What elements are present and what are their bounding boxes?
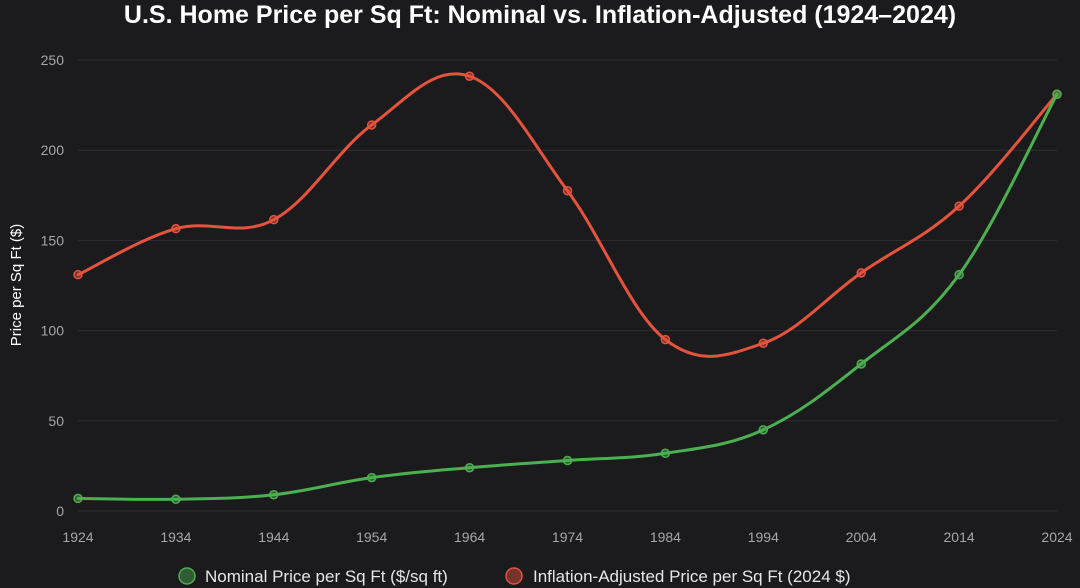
y-tick-label: 100 [41, 323, 65, 339]
data-point[interactable] [660, 334, 671, 345]
data-point[interactable] [856, 359, 866, 369]
legend-label: Nominal Price per Sq Ft ($/sq ft) [205, 567, 448, 586]
data-point[interactable] [171, 223, 181, 234]
x-tick-label: 1994 [748, 529, 779, 545]
y-tick-label: 0 [56, 503, 64, 519]
y-tick-label: 50 [48, 413, 64, 429]
y-axis-tick-labels: 0 50 100 150 200 250 [41, 52, 65, 519]
x-tick-label: 1934 [160, 529, 191, 545]
data-point[interactable] [856, 268, 866, 278]
data-point[interactable] [1052, 89, 1062, 100]
data-point[interactable] [954, 201, 964, 211]
x-tick-label: 2024 [1041, 529, 1072, 545]
series-lines [73, 71, 1062, 505]
x-tick-label: 1964 [454, 529, 485, 545]
legend-item-nominal[interactable]: Nominal Price per Sq Ft ($/sq ft) [178, 567, 448, 586]
y-tick-label: 200 [41, 142, 65, 158]
series-line [76, 92, 1059, 501]
data-point[interactable] [758, 425, 769, 435]
data-point[interactable] [660, 448, 671, 459]
y-tick-label: 150 [41, 232, 65, 248]
data-point[interactable] [562, 455, 573, 466]
series-line [76, 72, 1059, 358]
series-inflation-adjusted [73, 71, 1062, 358]
data-point[interactable] [464, 71, 475, 81]
data-point[interactable] [171, 494, 181, 505]
x-tick-label: 2004 [846, 529, 877, 545]
gridlines [78, 59, 1057, 512]
legend-label: Inflation-Adjusted Price per Sq Ft (2024… [533, 567, 851, 586]
x-tick-label: 1924 [62, 529, 93, 545]
data-point[interactable] [954, 269, 964, 280]
y-axis-label: Price per Sq Ft ($) [8, 224, 25, 347]
data-point[interactable] [562, 186, 573, 196]
x-tick-label: 1944 [258, 529, 289, 545]
legend-item-inflation-adjusted[interactable]: Inflation-Adjusted Price per Sq Ft (2024… [505, 567, 851, 586]
x-tick-label: 2014 [944, 529, 975, 545]
data-point[interactable] [73, 269, 83, 280]
x-tick-label: 1974 [552, 529, 583, 545]
data-point[interactable] [366, 120, 377, 130]
legend-marker-icon [178, 567, 196, 585]
x-tick-label: 1954 [356, 529, 387, 545]
data-point[interactable] [366, 472, 377, 483]
legend[interactable]: Nominal Price per Sq Ft ($/sq ft) Inflati… [178, 567, 851, 586]
data-point[interactable] [73, 493, 83, 504]
data-point[interactable] [269, 214, 279, 225]
series-nominal [73, 89, 1062, 505]
legend-marker-icon [505, 567, 523, 585]
chart-title: U.S. Home Price per Sq Ft: Nominal vs. I… [124, 1, 956, 29]
data-point[interactable] [269, 490, 279, 500]
x-tick-label: 1984 [650, 529, 681, 545]
x-axis-tick-labels: 1924 1934 1944 1954 1964 1974 1984 1994 2004 2014… [62, 529, 1072, 545]
data-point[interactable] [464, 462, 475, 473]
y-tick-label: 250 [41, 52, 65, 68]
data-point[interactable] [758, 338, 769, 348]
